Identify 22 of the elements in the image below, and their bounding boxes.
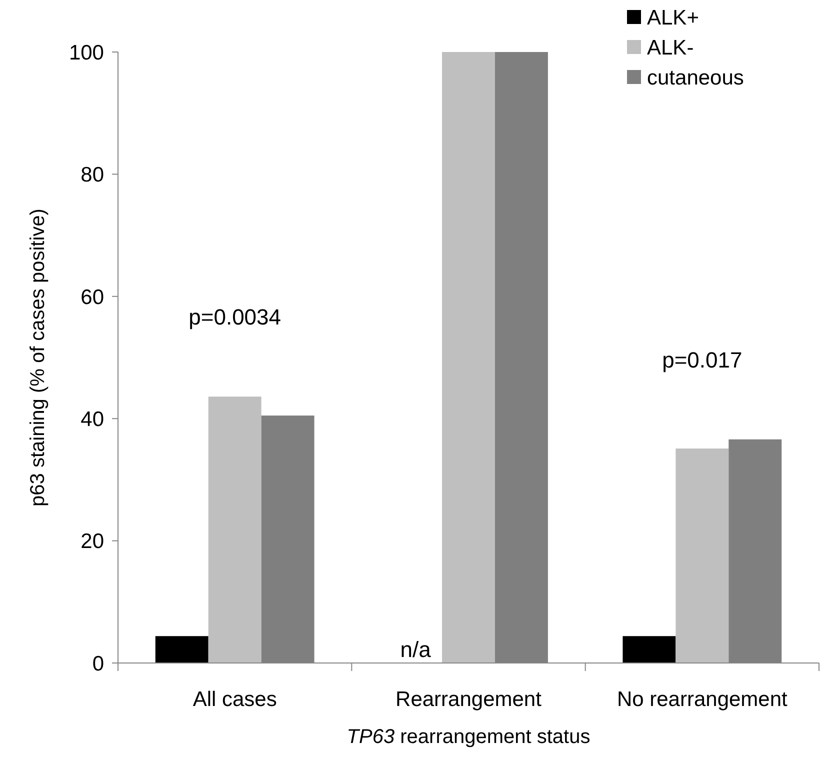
bar xyxy=(676,448,729,663)
x-axis-title: TP63 rearrangement status xyxy=(346,726,590,748)
y-tick-label: 100 xyxy=(68,41,104,64)
x-tick-label: All cases xyxy=(192,688,277,711)
bar xyxy=(622,636,676,663)
legend-label: cutaneous xyxy=(647,66,744,90)
bar xyxy=(155,636,208,663)
legend-label: ALK- xyxy=(647,36,694,60)
y-tick-label: 0 xyxy=(92,652,104,676)
y-tick-label: 80 xyxy=(80,164,104,187)
x-tick-label: No rearrangement xyxy=(616,688,788,711)
y-tick-label: 60 xyxy=(80,286,104,309)
annotation: n/a xyxy=(400,637,432,662)
y-tick-label: 20 xyxy=(80,530,104,554)
bar xyxy=(442,52,495,663)
bar xyxy=(208,396,262,663)
legend-label: ALK+ xyxy=(647,6,699,30)
annotation: p=0.0034 xyxy=(188,304,282,330)
y-tick-label: 40 xyxy=(80,408,104,431)
y-axis-title: p63 staining (% of cases positive) xyxy=(27,208,49,506)
annotation: p=0.017 xyxy=(662,347,742,372)
x-tick-label: Rearrangement xyxy=(396,688,542,711)
